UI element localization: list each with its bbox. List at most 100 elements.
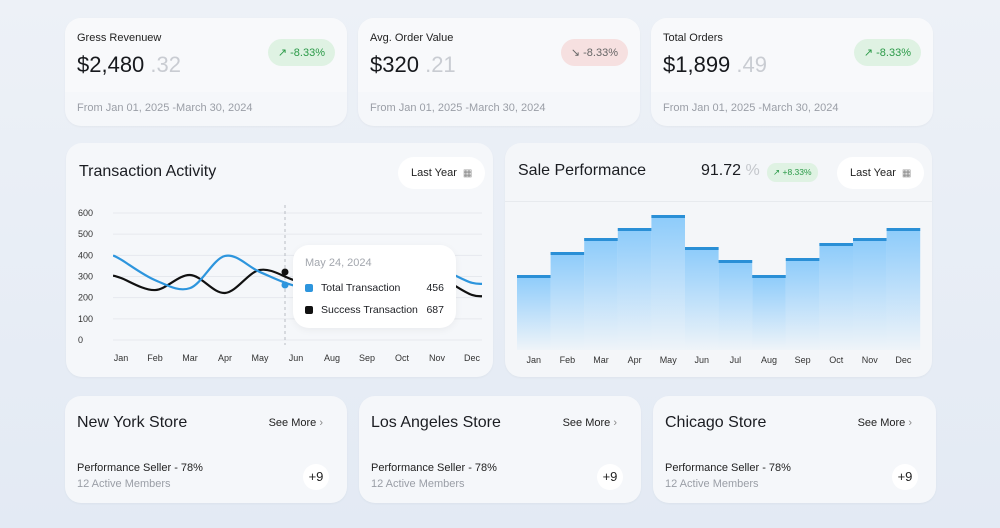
bar-feb <box>550 252 585 350</box>
x-tick-label: Feb <box>560 355 576 365</box>
x-tick-label: Sep <box>359 353 375 363</box>
chevron-right-icon: › <box>319 417 323 429</box>
y-tick-label: 400 <box>78 250 93 260</box>
period-filter-button[interactable]: Last Year ▦ <box>398 157 486 189</box>
trend-up-icon: ↗ <box>277 47 288 59</box>
y-tick-label: 100 <box>78 314 93 324</box>
x-tick-label: May <box>251 353 269 363</box>
x-tick-label: Apr <box>218 353 232 363</box>
divider <box>505 201 932 202</box>
stat-label: Total Orders <box>663 32 723 44</box>
see-more-link[interactable]: See More › <box>857 417 912 429</box>
x-tick-label: Aug <box>761 355 777 365</box>
bar-oct <box>819 243 853 350</box>
tooltip-date: May 24, 2024 <box>305 257 372 269</box>
x-tick-label: Apr <box>628 355 642 365</box>
bar-cap <box>550 252 585 255</box>
bar-apr <box>617 228 652 350</box>
y-tick-label: 500 <box>78 229 93 239</box>
store-card-los-angeles: Los Angeles Store See More › Performance… <box>359 396 641 503</box>
x-tick-label: Sep <box>795 355 811 365</box>
hover-point <box>281 281 289 289</box>
bar-cap <box>819 243 853 246</box>
card-title: Sale Performance <box>518 162 647 179</box>
see-more-link[interactable]: See More › <box>562 417 617 429</box>
bar-cap <box>785 258 820 261</box>
y-tick-label: 600 <box>78 208 93 218</box>
trend-up-icon: ↗ <box>773 167 781 177</box>
bar-jan <box>517 275 551 350</box>
chevron-right-icon: › <box>613 417 617 429</box>
see-more-link[interactable]: See More › <box>268 417 323 429</box>
bar-nov <box>853 238 887 350</box>
legend-swatch-total <box>305 284 313 292</box>
x-tick-label: Jul <box>730 355 742 365</box>
tooltip-row: Success Transaction 687 <box>305 304 444 316</box>
more-members-badge[interactable]: +9 <box>892 464 918 490</box>
tooltip-row: Total Transaction 456 <box>305 282 444 294</box>
bar-mar <box>584 238 618 350</box>
x-tick-label: Jun <box>695 355 710 365</box>
hover-point <box>281 268 289 276</box>
performance-text: Performance Seller - 78% <box>77 462 203 474</box>
x-tick-label: Feb <box>147 353 163 363</box>
calendar-icon: ▦ <box>901 168 912 179</box>
sale-value: 91.72 % <box>701 162 760 179</box>
chart-tooltip: May 24, 2024 Total Transaction 456 Succes… <box>293 245 456 328</box>
card-title: Transaction Activity <box>79 163 217 180</box>
x-tick-label: Mar <box>593 355 609 365</box>
x-tick-label: Nov <box>862 355 879 365</box>
store-card-new-york: New York Store See More › Performance Se… <box>65 396 347 503</box>
members-text: 12 Active Members <box>665 478 759 490</box>
stat-value: $320 <box>370 52 419 77</box>
y-tick-label: 200 <box>78 293 93 303</box>
trend-up-icon: ↗ <box>863 47 874 59</box>
stat-card-avg-order-value: Avg. Order Value $320 .21 ↘ -8.33% From … <box>358 18 640 126</box>
x-tick-label: Aug <box>324 353 340 363</box>
members-text: 12 Active Members <box>371 478 465 490</box>
calendar-icon: ▦ <box>462 168 473 179</box>
stat-label: Gress Revenuew <box>77 32 162 44</box>
legend-swatch-success <box>305 306 313 314</box>
x-tick-label: May <box>660 355 678 365</box>
trend-badge: ↗ -8.33% <box>853 39 921 66</box>
period-filter-button[interactable]: Last Year ▦ <box>837 157 925 189</box>
trend-badge: ↗ -8.33% <box>267 39 335 66</box>
bar-cap <box>752 275 786 278</box>
bar-aug <box>752 275 786 350</box>
stat-decimal: .32 <box>150 52 182 77</box>
x-tick-label: Nov <box>429 353 446 363</box>
x-tick-label: Mar <box>182 353 198 363</box>
members-text: 12 Active Members <box>77 478 171 490</box>
x-tick-label: Dec <box>895 355 912 365</box>
more-members-badge[interactable]: +9 <box>303 464 329 490</box>
y-tick-label: 300 <box>78 272 93 282</box>
store-name: Los Angeles Store <box>371 414 501 431</box>
x-tick-label: Dec <box>464 353 481 363</box>
trend-down-icon: ↘ <box>570 47 581 59</box>
x-tick-label: Oct <box>395 353 410 363</box>
bar-cap <box>718 260 753 263</box>
performance-text: Performance Seller - 78% <box>665 462 791 474</box>
chevron-right-icon: › <box>908 417 912 429</box>
bar-cap <box>685 247 719 250</box>
bar-cap <box>853 238 887 241</box>
more-members-badge[interactable]: +9 <box>597 464 623 490</box>
x-tick-label: Oct <box>829 355 844 365</box>
bar-cap <box>886 228 921 231</box>
stat-decimal: .49 <box>736 52 768 77</box>
stat-card-gross-revenue: Gress Revenuew $2,480 .32 ↗ -8.33% From … <box>65 18 347 126</box>
stat-value: $1,899 <box>663 52 731 77</box>
trend-badge: ↘ -8.33% <box>560 39 628 66</box>
date-range: From Jan 01, 2025 -March 30, 2024 <box>77 102 253 114</box>
x-tick-label: Jan <box>114 353 129 363</box>
x-tick-label: Jun <box>289 353 304 363</box>
stat-card-total-orders: Total Orders $1,899 .49 ↗ -8.33% From Ja… <box>651 18 933 126</box>
bar-cap <box>617 228 652 231</box>
stat-value: $2,480 <box>77 52 145 77</box>
bar-cap <box>651 215 685 218</box>
bar-dec <box>886 228 921 350</box>
x-tick-label: Jan <box>527 355 542 365</box>
store-name: New York Store <box>77 414 188 431</box>
